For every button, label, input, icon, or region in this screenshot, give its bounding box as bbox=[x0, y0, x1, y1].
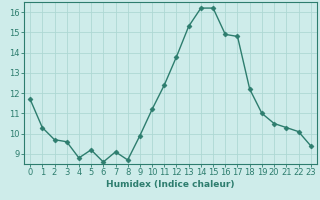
X-axis label: Humidex (Indice chaleur): Humidex (Indice chaleur) bbox=[106, 180, 235, 189]
